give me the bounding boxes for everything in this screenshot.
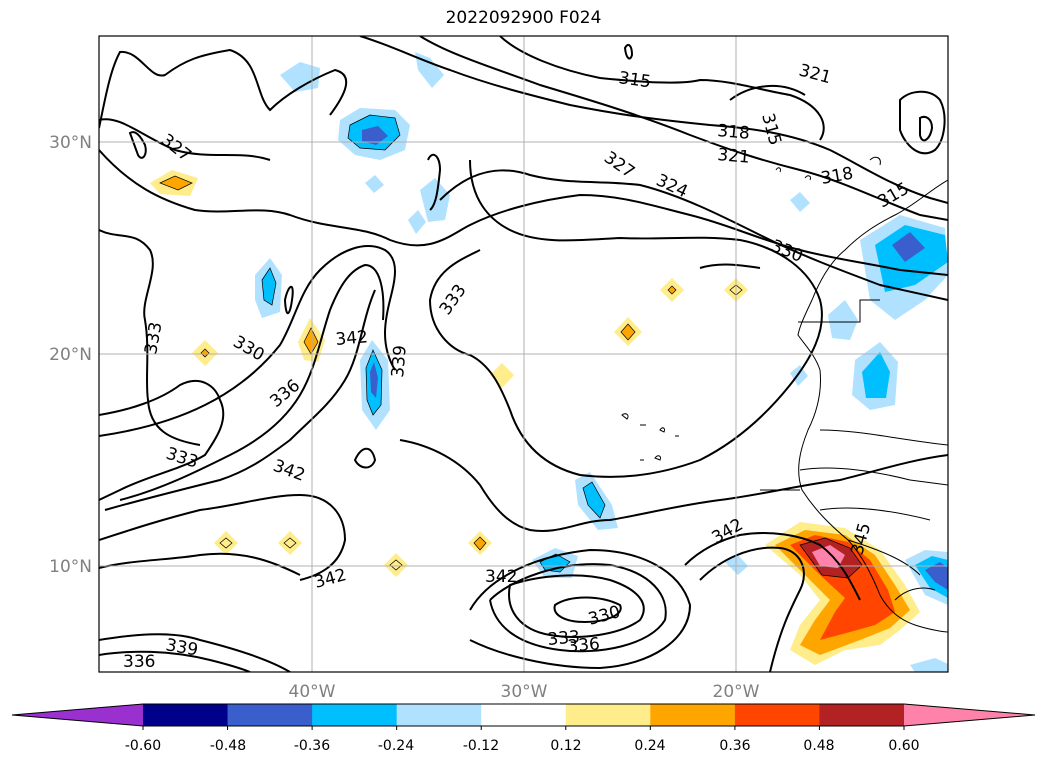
colorbar-segment [143,704,229,726]
contour-label: 342 [312,565,349,593]
contour-label: 336 [123,652,155,672]
contour-label: 342 [485,567,517,587]
contour-label: 324 [653,170,691,202]
colorbar-segment [396,704,482,726]
lon-tick-label: 30°W [501,682,548,702]
colorbar-tick-label: -0.12 [463,738,499,754]
lon-tick-label: 40°W [289,682,336,702]
colorbar-tick-label: -0.48 [210,738,246,754]
map-title: 2022092900 F024 [445,8,602,28]
contour-label: 333 [436,281,471,319]
negative-anomaly-fills [255,52,948,672]
colorbar-tick-label: 0.36 [719,738,750,754]
contour-label: 321 [717,145,751,168]
lat-tick-label: 20°N [49,345,92,365]
contour-label: 336 [567,634,601,657]
contour-label: 336 [266,376,304,412]
colorbar-segment [565,704,651,726]
colorbar-extend-high [904,704,1035,726]
colorbar-segment [227,704,313,726]
colorbar-segment [819,704,905,726]
contour-label: 327 [600,148,638,183]
colorbar-extend-low [12,704,143,726]
contour-label: 339 [164,635,199,660]
contour-label: 318 [819,164,854,189]
contour-label: 333 [547,627,581,650]
positive-anomaly-fills [150,170,920,665]
coastlines [621,156,948,633]
colorbar-segment [734,704,820,726]
plot-area [99,36,948,672]
colorbar-segment [481,704,567,726]
colorbar-tick-label: -0.24 [378,738,414,754]
lon-tick-labels: 40°W 30°W 20°W [289,682,760,702]
contour-label: 339 [388,344,411,378]
lon-tick-label: 20°W [713,682,760,702]
contour-label: 333 [163,444,200,473]
lat-tick-label: 30°N [49,133,92,153]
colorbar-segment [650,704,736,726]
contour-label: 330 [230,332,268,366]
colorbar-tick-labels: -0.60 -0.48 -0.36 -0.24 -0.12 0.12 0.24 … [125,738,920,754]
colorbar-tick-label: -0.36 [294,738,330,754]
colorbar-tick-label: 0.48 [803,738,834,754]
colorbar [11,703,1036,730]
lat-tick-label: 10°N [49,557,92,577]
contour-label: 330 [586,602,623,630]
contour-label: 342 [270,456,307,486]
contour-label: 342 [335,327,369,350]
contour-lines [99,36,948,672]
contour-label: 318 [717,121,751,144]
colorbar-tick-label: 0.24 [634,738,665,754]
contour-label: 315 [875,179,913,213]
colorbar-tick-label: 0.12 [550,738,581,754]
contour-label: 327 [157,130,195,166]
colorbar-tick-label: 0.60 [888,738,919,754]
colorbar-segment [312,704,398,726]
lat-tick-labels: 30°N 20°N 10°N [49,133,92,577]
contour-label: 333 [141,320,166,355]
contour-label: 315 [617,68,652,92]
gridlines [99,36,948,672]
contour-label: 330 [768,236,806,267]
colorbar-tick-label: -0.60 [125,738,161,754]
plot-frame [98,35,949,673]
contour-label: 321 [797,61,834,89]
